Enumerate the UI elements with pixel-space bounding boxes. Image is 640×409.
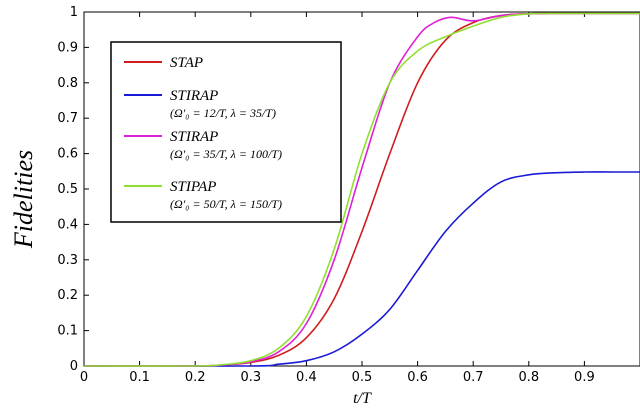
series-line-4 [83,12,640,367]
y-tick-label: 0.4 [57,217,78,232]
legend-params-4: (Ω′₀ = 50/T, λ = 150/T) [170,197,282,211]
x-tick-label: 0.7 [463,370,484,385]
legend-label-4: STIPAP [170,179,216,195]
x-tick-label: 0.3 [240,370,261,385]
legend-label-2: STIRAP [170,88,218,104]
x-tick-label: 0.9 [574,370,595,385]
legend-box [110,41,342,223]
x-tick-label: 0.1 [129,370,150,385]
y-tick-label: 0 [70,359,78,374]
x-tick-label: 0.4 [296,370,317,385]
y-axis-title: Fidelities [9,150,38,249]
legend-label-1: STAP [170,55,203,71]
series-line-2 [83,171,640,367]
x-tick-label: 0.8 [518,370,539,385]
y-tick-label: 0.1 [57,324,78,339]
x-tick-label: 0.2 [185,370,206,385]
x-tick-label: 0.6 [407,370,428,385]
y-tick-label: 0.7 [57,111,78,126]
y-tick-label: 0.6 [57,147,78,162]
x-tick-label: 0 [80,370,88,385]
y-tick-label: 0.8 [57,76,78,91]
y-tick-label: 0.2 [57,288,78,303]
x-tick-label: 0.5 [352,370,373,385]
y-tick-label: 0.5 [57,182,78,197]
y-tick-label: 1 [70,5,78,20]
legend-label-3: STIRAP [170,129,218,145]
x-axis: 0 0.1 0.2 0.3 0.4 0.5 0.6 0.7 0.8 0.9 [80,12,595,385]
y-tick-label: 0.3 [57,253,78,268]
legend-params-2: (Ω′₀ = 12/T, λ = 35/T) [170,106,276,120]
x-axis-title: t/T [353,390,372,407]
legend: STAP STIRAP (Ω′₀ = 12/T, λ = 35/T) STIRAP (Ω… [110,41,342,223]
legend-params-3: (Ω′₀ = 35/T, λ = 100/T) [170,147,282,161]
y-tick-label: 0.9 [57,40,78,55]
series-layer [83,12,640,367]
y-axis: 0 0.1 0.2 0.3 0.4 0.5 0.6 0.7 0.8 0.9 1 [57,5,89,374]
